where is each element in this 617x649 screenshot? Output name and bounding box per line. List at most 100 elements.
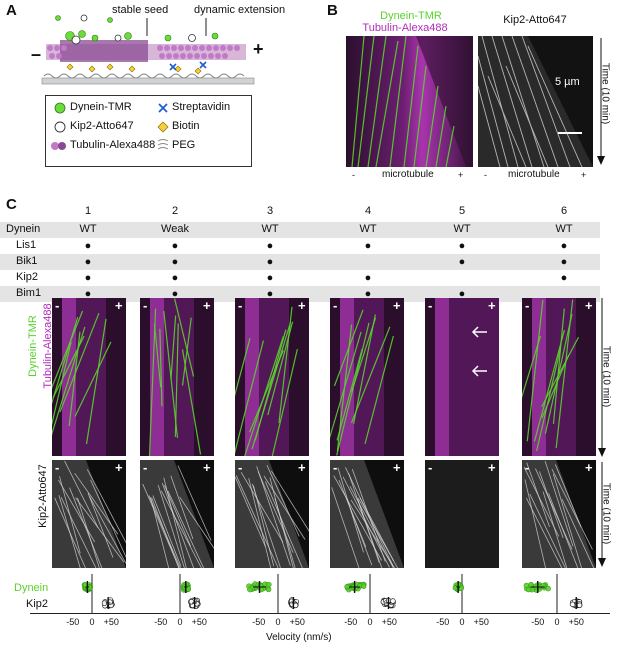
tick-label: -50 bbox=[154, 617, 167, 627]
dynein-track bbox=[148, 308, 157, 456]
b-microtubule-1: microtubule bbox=[382, 169, 434, 180]
minus-end-marker: - bbox=[428, 298, 433, 313]
plus-end-marker: + bbox=[298, 298, 306, 313]
dynein-track bbox=[552, 308, 565, 424]
minus-end-marker: - bbox=[143, 460, 148, 475]
dynein-track bbox=[254, 329, 287, 441]
minus-end-marker: - bbox=[333, 298, 338, 313]
table-cell: ● bbox=[84, 256, 92, 268]
dynein-track bbox=[533, 329, 565, 442]
dynein-point bbox=[540, 583, 546, 589]
tick-label: -50 bbox=[252, 617, 265, 627]
merge-kymograph-2 bbox=[140, 298, 214, 456]
legend-biotin: Biotin bbox=[172, 120, 200, 132]
dynein-track bbox=[353, 314, 376, 424]
dynein-point bbox=[247, 586, 253, 593]
tick-label: +50 bbox=[382, 617, 397, 627]
merge-kymograph-1 bbox=[52, 298, 126, 456]
dynein-track bbox=[52, 310, 84, 389]
dynein-track bbox=[278, 306, 293, 423]
plus-end-marker: + bbox=[115, 460, 123, 475]
b-minus-2: - bbox=[484, 170, 487, 180]
tick-label: +50 bbox=[192, 617, 207, 627]
tick-label: -50 bbox=[531, 617, 544, 627]
plus-end-marker: + bbox=[203, 460, 211, 475]
dynein-track bbox=[555, 299, 574, 449]
table-row: Dynein WT Weak WT WT WT WT bbox=[0, 222, 600, 238]
table-cell: Weak bbox=[161, 223, 189, 235]
dynein-track bbox=[52, 341, 72, 426]
minus-end-marker: - bbox=[55, 460, 60, 475]
legend-kip2: Kip2-Atto647 bbox=[70, 120, 134, 132]
arrow-icon bbox=[471, 326, 487, 338]
kip2-kymograph-3 bbox=[235, 460, 309, 568]
col-header-2: 2 bbox=[171, 205, 179, 217]
plus-end-marker: + bbox=[585, 298, 593, 313]
condition-table: 1 2 3 4 5 6 Dynein WT Weak WT WT WT WT L… bbox=[0, 205, 617, 302]
dynein-point bbox=[344, 583, 350, 590]
row-label-kip2: Kip2 bbox=[16, 271, 39, 283]
minus-end-marker: - bbox=[525, 460, 530, 475]
velocity-kip2-label: Kip2 bbox=[26, 598, 49, 610]
dynein-track bbox=[364, 335, 394, 445]
col-header-4: 4 bbox=[364, 205, 372, 217]
merge-kymograph-4 bbox=[330, 298, 404, 456]
table-row: Lis1 ● ● ● ● ● ● bbox=[0, 238, 600, 254]
table-cell: WT bbox=[261, 223, 279, 235]
arrow-icon bbox=[471, 365, 487, 377]
velocity-xlabel: Velocity (nm/s) bbox=[266, 632, 332, 643]
table-cell: ● bbox=[458, 256, 466, 268]
plus-end-marker: + bbox=[488, 298, 496, 313]
dynein-point bbox=[265, 586, 272, 593]
plus-end-marker: + bbox=[393, 298, 401, 313]
table-cell: WT bbox=[359, 223, 377, 235]
dynein-track bbox=[522, 335, 542, 399]
b-tubulin-title: Tubulin-Alexa488 bbox=[362, 22, 448, 34]
b-plus-1: + bbox=[458, 170, 464, 180]
c-time-label-top: Time (10 min) bbox=[600, 345, 612, 408]
tick-label: 0 bbox=[177, 617, 182, 627]
dynein-track bbox=[52, 317, 79, 405]
kip2-kymograph-2 bbox=[140, 460, 214, 568]
table-cell: ● bbox=[84, 288, 92, 300]
dynein-track bbox=[351, 317, 377, 392]
table-cell: ● bbox=[560, 272, 568, 284]
dynein-track bbox=[68, 331, 81, 427]
kip2-kymograph-4 bbox=[330, 460, 404, 568]
dynamic-extension-label: dynamic extension bbox=[194, 4, 286, 16]
dynein-track bbox=[536, 348, 562, 451]
c-dynein-row-label: Dynein-TMR bbox=[27, 315, 39, 377]
dynein-point bbox=[452, 585, 459, 591]
table-cell: ● bbox=[458, 288, 466, 300]
row-label-bik1: Bik1 bbox=[16, 255, 38, 267]
yellow-diamond-icon bbox=[157, 121, 169, 133]
scale-bar bbox=[558, 132, 582, 134]
c-time-arrow-top bbox=[598, 298, 606, 457]
dynein-point bbox=[528, 581, 534, 588]
merge-kymograph-5 bbox=[425, 298, 499, 456]
dynein-track bbox=[235, 340, 264, 455]
b-plus-2: + bbox=[581, 170, 587, 180]
tick-label: +50 bbox=[474, 617, 489, 627]
dynein-track bbox=[85, 318, 107, 445]
b-time-label: Time (10 min) bbox=[599, 62, 611, 125]
col-header-1: 1 bbox=[84, 205, 92, 217]
table-cell: ● bbox=[560, 240, 568, 252]
col-header-5: 5 bbox=[458, 205, 466, 217]
c-time-arrow-bottom bbox=[598, 462, 606, 567]
tick-label: 0 bbox=[554, 617, 559, 627]
table-cell: WT bbox=[555, 223, 573, 235]
tick-label: +50 bbox=[290, 617, 305, 627]
schematic-legend: Dynein-TMR Streptavidin Kip2-Atto647 Bio… bbox=[45, 95, 252, 167]
b-dynein-title: Dynein-TMR bbox=[380, 10, 442, 22]
minus-end-marker: - bbox=[238, 298, 243, 313]
tick-label: 0 bbox=[89, 617, 94, 627]
velocity-scatter-plots: -50 0 +50 -50 0 +50 -50 0 +50 -50 0 +50 -50 0 +50 -50 0 +… bbox=[66, 574, 584, 627]
table-cell: ● bbox=[266, 256, 274, 268]
dynein-point bbox=[525, 586, 532, 593]
table-cell: ● bbox=[364, 240, 372, 252]
dynein-track bbox=[181, 349, 202, 455]
b-minus-1: - bbox=[352, 170, 355, 180]
dynein-track bbox=[52, 335, 85, 398]
row-label-dynein: Dynein bbox=[6, 223, 41, 235]
